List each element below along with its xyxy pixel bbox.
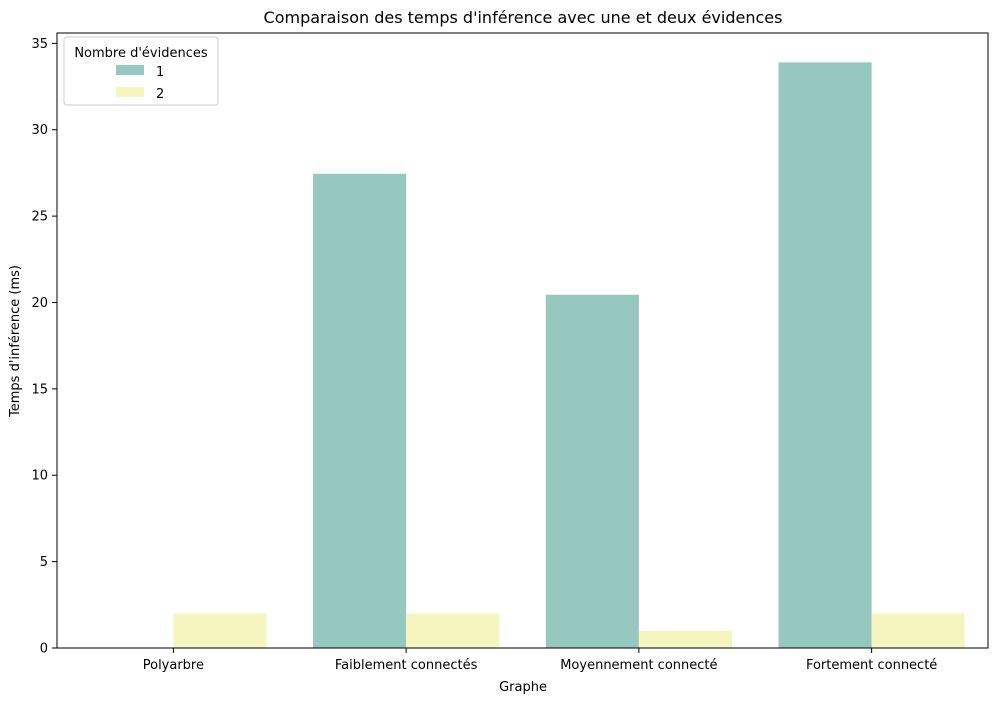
x-axis-label: Graphe [499,680,547,695]
y-tick-label-20: 20 [31,296,48,311]
x-tick-label-3: Moyennement connecté [560,658,717,673]
y-axis-label: Temps d'inférence (ms) [8,265,23,418]
bar-series-2-1 [173,613,267,648]
x-tick-label-1: Polyarbre [143,658,204,673]
y-tick-label-0: 0 [40,642,48,657]
y-tick-label-15: 15 [31,382,48,397]
x-tick-label-4: Fortement connecté [806,658,937,673]
legend-swatch-1 [116,65,144,75]
y-tick-label-35: 35 [31,37,48,52]
bar-series-2-3 [638,630,732,648]
y-tick-label-30: 30 [31,123,48,138]
legend-label-2: 2 [156,87,164,102]
legend-title: Nombre d'évidences [74,46,208,61]
y-tick-label-25: 25 [31,210,48,225]
bar-series-2-2 [406,613,500,648]
plot-area: 0 5 10 15 20 25 30 35 Polyarbre Faiblement connec… [31,32,989,673]
axes-frame [56,32,989,649]
legend-label-1: 1 [156,65,164,80]
legend: Nombre d'évidences 1 2 [63,36,219,106]
y-tick-label-10: 10 [31,469,48,484]
legend-swatch-2 [116,87,144,97]
bar-series-1-2 [313,173,407,649]
bar-series-1-3 [545,294,639,648]
bar-series-1-4 [778,62,872,648]
x-tick-label-2: Faiblement connectés [335,658,478,673]
bar-series-2-4 [871,613,965,648]
chart-title: Comparaison des temps d'inférence avec u… [264,8,783,27]
y-tick-label-5: 5 [40,555,48,570]
